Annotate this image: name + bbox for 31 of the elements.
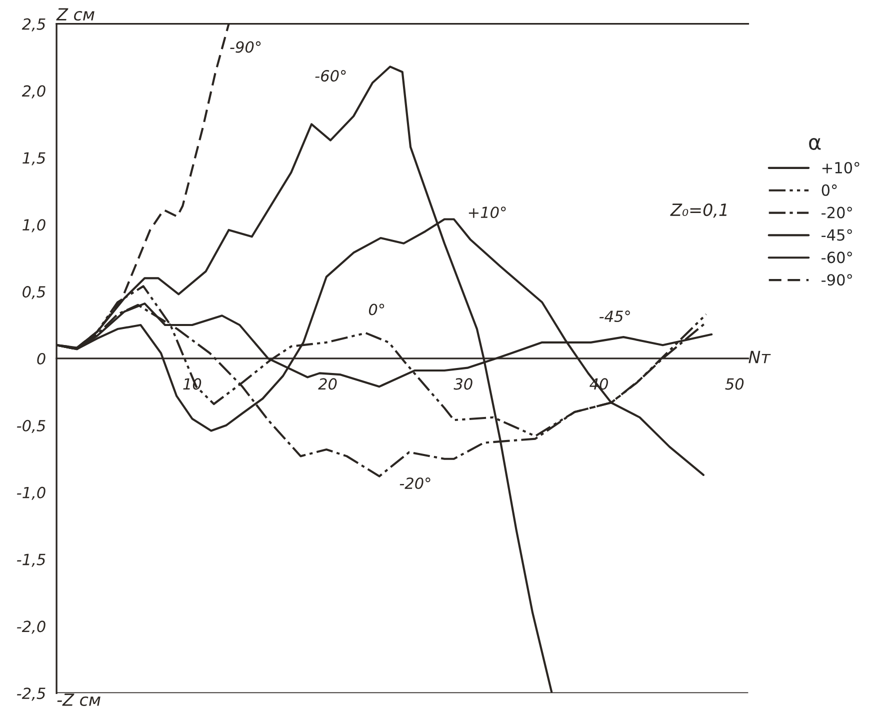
legend-label: 0°: [822, 184, 837, 196]
annotation: 0°: [368, 304, 384, 316]
legend-title: α: [809, 138, 821, 150]
y-tick-label: 0: [37, 352, 46, 364]
annotation: -90°: [230, 41, 261, 53]
annotation: -45°: [599, 310, 630, 322]
x-tick-label: 30: [454, 378, 472, 390]
annotation: +10°: [468, 206, 506, 218]
y-tick-label: 1,0: [22, 219, 46, 232]
x-axis-title: Nт: [748, 350, 771, 364]
y-tick-label: -2,0: [17, 620, 46, 634]
y-tick-label: -1,0: [17, 486, 46, 500]
y-tick-label: 2,0: [22, 85, 46, 98]
y-tick-label: -2,5: [17, 688, 46, 701]
annotation: -60°: [315, 70, 346, 82]
legend-label: -90°: [822, 274, 852, 286]
legend-label: -20°: [822, 206, 852, 218]
annotation: -20°: [400, 477, 430, 490]
legend-label: -45°: [822, 229, 852, 241]
x-tick-label: 20: [318, 378, 337, 390]
y-tick-label: -0,5: [17, 420, 46, 433]
x-tick-label: 50: [725, 378, 744, 390]
ref-line-label: -Z см: [57, 694, 100, 706]
y-tick-label: -1,5: [17, 554, 46, 567]
y-tick-label: 0,5: [22, 286, 46, 300]
legend-label: +10°: [822, 162, 860, 174]
y-tick-label: 1,5: [22, 152, 46, 166]
legend-label: -60°: [822, 252, 852, 264]
annotation: Z₀=0,1: [670, 203, 727, 218]
y-axis-title: Z см: [56, 8, 94, 21]
y-tick-label: 2,5: [22, 18, 46, 32]
